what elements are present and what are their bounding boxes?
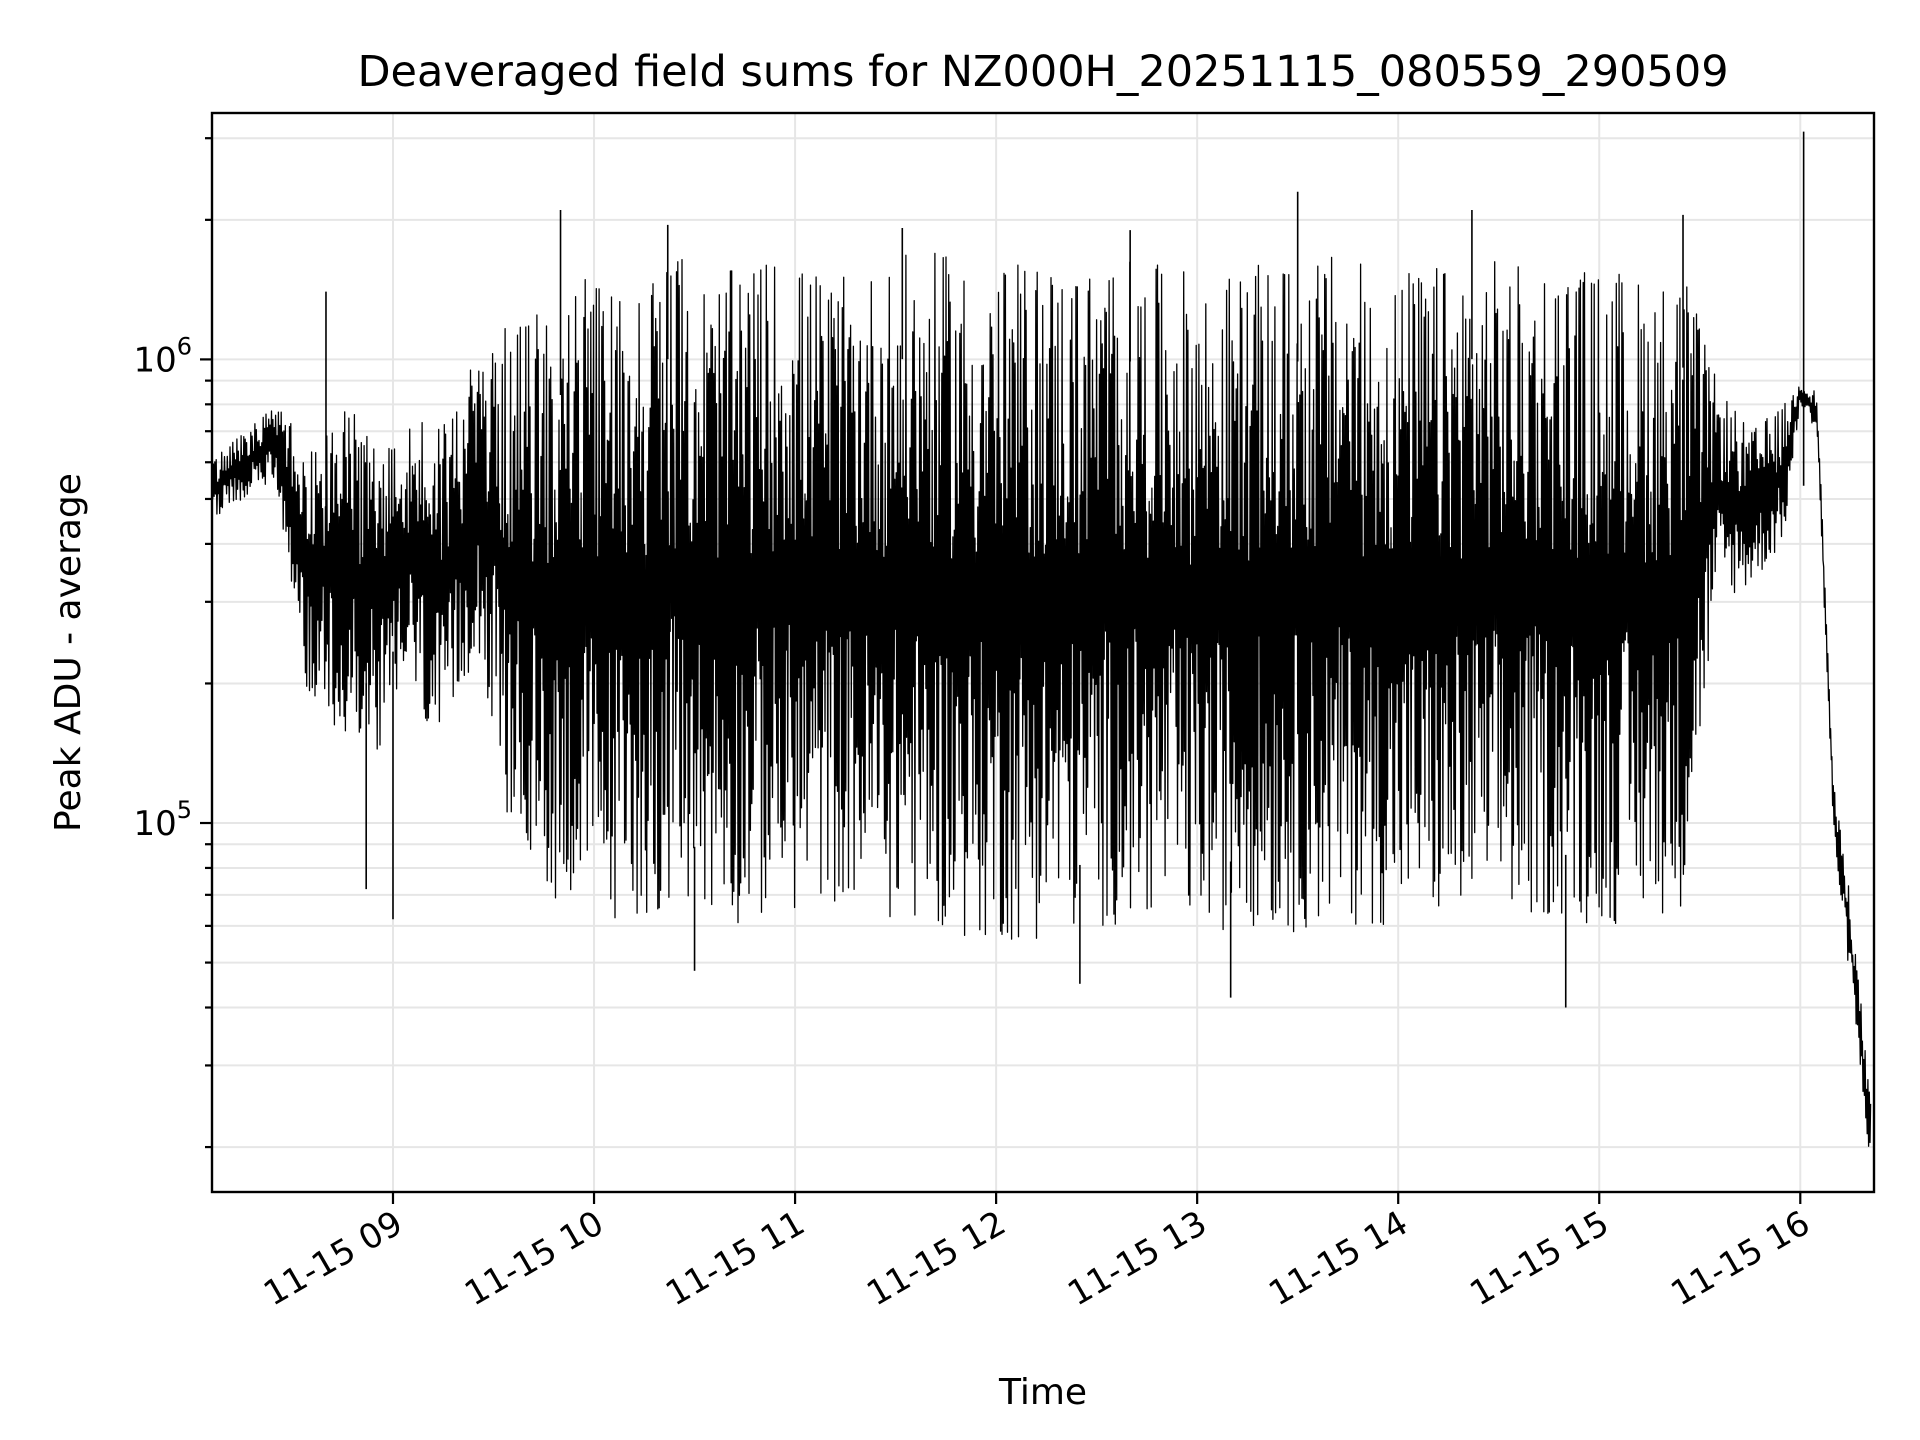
y-tick-label: 106 [133, 332, 192, 380]
x-tick-label: 11-15 13 [1061, 1203, 1213, 1314]
x-tick-label: 11-15 15 [1463, 1203, 1615, 1314]
x-tick-label: 11-15 14 [1262, 1203, 1414, 1314]
data-layer [211, 131, 1872, 1147]
plot-frame [210, 111, 1876, 1194]
x-tick-label: 11-15 11 [659, 1203, 811, 1314]
x-tick-label: 11-15 16 [1664, 1203, 1816, 1314]
chart-title: Deaveraged field sums for NZ000H_2025111… [357, 47, 1728, 97]
x-axis-label: Time [998, 1372, 1087, 1413]
x-tick-label: 11-15 12 [860, 1203, 1012, 1314]
y-axis-label: Peak ADU - average [48, 473, 89, 832]
data-series-line [211, 252, 1872, 1147]
y-tick-label: 105 [133, 796, 192, 844]
x-tick-label: 11-15 10 [458, 1203, 610, 1314]
x-tick-label: 11-15 09 [257, 1203, 409, 1314]
